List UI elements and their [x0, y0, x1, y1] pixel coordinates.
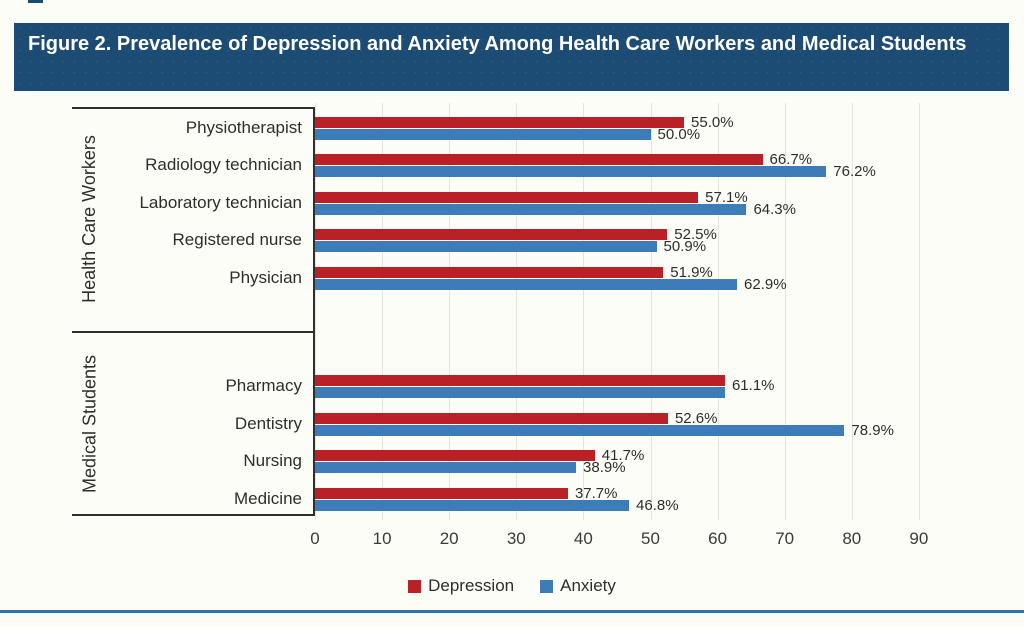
x-axis-tick-label: 60: [708, 529, 728, 548]
bar-depression-physiotherapist: [315, 116, 685, 128]
x-axis-tick-label: 40: [573, 529, 593, 548]
x-axis-tick-label: 10: [372, 529, 392, 548]
x-axis-tick-label: 50: [641, 529, 660, 548]
figure-title: Figure 2. Prevalence of Depression and A…: [28, 33, 967, 55]
bar-depression-laboratory-technician: [315, 191, 699, 203]
gridline-60: [717, 103, 719, 520]
bottom-rule: [0, 610, 1024, 613]
value-label-depression-radiology-technician: 66.7%: [769, 151, 813, 168]
x-axis-tick-label: 0: [310, 529, 320, 548]
value-label-anxiety-physician: 62.9%: [744, 275, 787, 293]
bar-anxiety-registered-nurse: [315, 241, 657, 252]
group-box-medical-students: [72, 331, 315, 516]
value-label-anxiety-radiology-technician: 76.2%: [833, 163, 876, 180]
category-label-medicine: Medicine: [233, 488, 302, 508]
category-label-physician: Physician: [229, 267, 302, 287]
value-label-depression-registered-nurse: 52.5%: [674, 226, 717, 243]
legend-item-anxiety: Anxiety: [540, 576, 616, 596]
gridline-20: [449, 103, 451, 520]
bar-anxiety-radiology-technician: [315, 166, 827, 177]
value-label-depression-medicine: 37.7%: [574, 484, 618, 502]
value-label-depression-physician: 51.9%: [670, 263, 713, 281]
gridline-50: [650, 103, 652, 520]
bar-anxiety-physician: [315, 278, 738, 290]
bar-anxiety-nursing: [315, 462, 577, 473]
bar-anxiety-dentistry: [315, 424, 845, 436]
gridline-40: [583, 103, 585, 520]
value-label-depression-physiotherapist: 55.0%: [691, 113, 734, 131]
x-axis-tick-label: 30: [506, 529, 526, 548]
legend: Depression Anxiety: [0, 576, 1024, 596]
top-edge-mark: [28, 0, 43, 3]
bar-anxiety-pharmacy: [315, 387, 725, 398]
category-label-dentistry: Dentistry: [234, 413, 302, 433]
value-label-anxiety-registered-nurse: 50.9%: [663, 238, 707, 255]
bar-anxiety-laboratory-technician: [315, 203, 747, 215]
bar-anxiety-physiotherapist: [315, 128, 651, 140]
group-label-health-care-workers: Health Care Workers: [79, 135, 99, 303]
value-label-anxiety-laboratory-technician: 64.3%: [753, 200, 796, 218]
bar-depression-nursing: [315, 450, 595, 461]
gridline-0: [315, 103, 316, 520]
gridline-30: [516, 103, 518, 520]
x-axis-tick-label: 90: [909, 529, 929, 548]
bar-depression-registered-nurse: [315, 229, 668, 240]
figure-title-bar: Figure 2. Prevalence of Depression and A…: [14, 23, 1009, 91]
value-label-anxiety-medicine: 46.8%: [636, 496, 679, 514]
bar-depression-physician: [315, 266, 664, 278]
category-label-laboratory-technician: Laboratory technician: [139, 192, 302, 212]
category-label-nursing: Nursing: [243, 451, 302, 470]
bar-anxiety-medicine: [315, 499, 630, 511]
bar-depression-medicine: [315, 487, 568, 499]
value-label-pharmacy: 61.1%: [731, 377, 775, 394]
x-axis-tick-label: 80: [842, 529, 862, 548]
category-label-registered-nurse: Registered nurse: [172, 230, 302, 249]
gridline-80: [851, 103, 853, 520]
gridline-70: [784, 103, 786, 520]
value-label-anxiety-physiotherapist: 50.0%: [657, 125, 701, 143]
value-label-depression-dentistry: 52.6%: [674, 409, 718, 427]
bar-depression-dentistry: [315, 412, 668, 424]
legend-label-anxiety: Anxiety: [560, 576, 616, 595]
group-box-health-care-workers: [72, 107, 315, 331]
category-label-radiology-technician: Radiology technician: [145, 155, 302, 174]
legend-swatch-depression: [408, 579, 422, 593]
category-label-physiotherapist: Physiotherapist: [185, 117, 302, 137]
bar-depression-radiology-technician: [315, 154, 763, 165]
bar-depression-pharmacy: [315, 375, 725, 386]
value-label-depression-nursing: 41.7%: [601, 447, 645, 464]
legend-item-depression: Depression: [408, 576, 514, 596]
value-label-anxiety-nursing: 38.9%: [583, 459, 626, 476]
gridline-10: [382, 103, 384, 520]
legend-label-depression: Depression: [428, 576, 515, 595]
value-label-anxiety-dentistry: 78.9%: [851, 421, 894, 439]
gridline-90: [918, 103, 920, 520]
x-axis-tick-label: 20: [439, 529, 459, 548]
x-axis-tick-label: 70: [775, 529, 795, 548]
legend-swatch-anxiety: [540, 579, 554, 593]
value-label-depression-laboratory-technician: 57.1%: [705, 188, 748, 206]
category-label-pharmacy: Pharmacy: [225, 376, 302, 395]
